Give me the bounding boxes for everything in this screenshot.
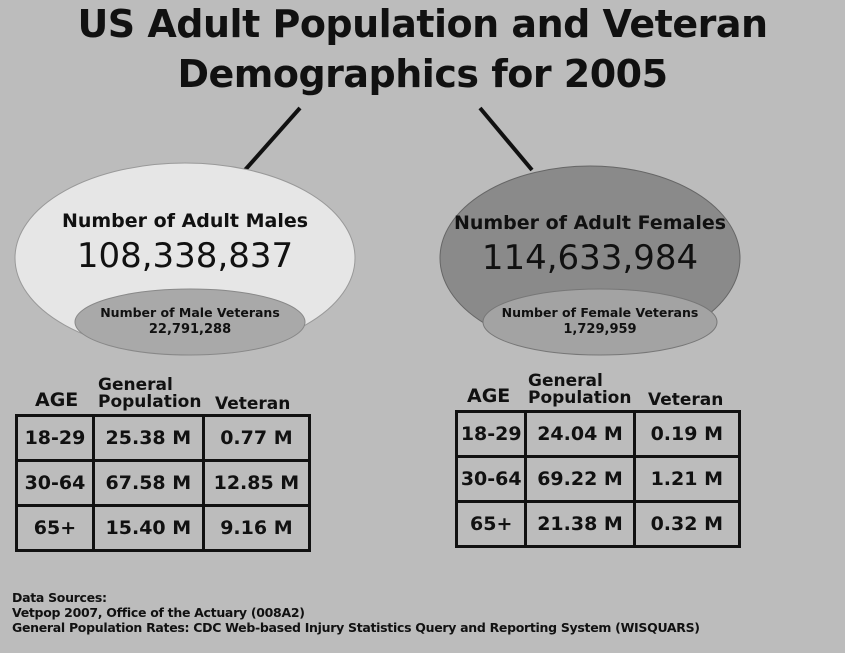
table-row: 18-29 25.38 M 0.77 M (15, 414, 312, 462)
female-veteran-ellipse (482, 288, 718, 356)
label: Number of Female Veterans (501, 305, 699, 320)
table-cell: 9.16 M (201, 504, 312, 552)
col-header: Veteran (648, 390, 724, 410)
table-cell: 12.85 M (201, 459, 312, 507)
table-row: 18-29 24.04 M 0.19 M (454, 410, 742, 458)
table-cell: 65+ (15, 504, 95, 552)
value: 114,633,984 (481, 238, 699, 278)
table-cell: 65+ (454, 500, 528, 548)
col-header: General Population (528, 371, 632, 408)
footnote: General Population Rates: CDC Web-based … (12, 620, 700, 635)
table-cell: 67.58 M (91, 459, 205, 507)
label: Number of Adult Males (61, 210, 309, 232)
connector (243, 106, 302, 172)
male-table: 18-29 25.38 M 0.77 M 30-64 67.58 M 12.85 M 65+… (15, 414, 312, 552)
value: 1,729,959 (563, 322, 637, 337)
value: 108,338,837 (76, 236, 294, 276)
col-header: AGE (35, 389, 79, 411)
col-header: AGE (467, 385, 511, 407)
table-cell: 24.04 M (524, 410, 636, 458)
footnote: Data Sources: (12, 590, 107, 605)
female-table: 18-29 24.04 M 0.19 M 30-64 69.22 M 1.21 M 65+ 2… (454, 410, 742, 548)
table-cell: 0.77 M (201, 414, 312, 462)
table-row: 30-64 69.22 M 1.21 M (454, 455, 742, 503)
title-line: US Adult Population and Veteran (77, 2, 768, 46)
table-cell: 30-64 (15, 459, 95, 507)
table-cell: 18-29 (454, 410, 528, 458)
table-cell: 21.38 M (524, 500, 636, 548)
table-row: 30-64 67.58 M 12.85 M (15, 459, 312, 507)
table-row: 65+ 15.40 M 9.16 M (15, 504, 312, 552)
table-cell: 69.22 M (524, 455, 636, 503)
table-cell: 25.38 M (91, 414, 205, 462)
table-cell: 15.40 M (91, 504, 205, 552)
table-cell: 30-64 (454, 455, 528, 503)
male-veteran-ellipse (74, 288, 306, 356)
col-header: General Population (98, 375, 202, 412)
col-header: Veteran (215, 394, 291, 414)
connector (478, 106, 534, 172)
table-cell: 0.32 M (632, 500, 742, 548)
table-row: 65+ 21.38 M 0.32 M (454, 500, 742, 548)
table-cell: 1.21 M (632, 455, 742, 503)
table-cell: 0.19 M (632, 410, 742, 458)
table-cell: 18-29 (15, 414, 95, 462)
value: 22,791,288 (148, 322, 232, 337)
title-line: Demographics for 2005 (177, 52, 668, 96)
label: Number of Male Veterans (100, 305, 280, 320)
footnote: Vetpop 2007, Office of the Actuary (008A… (12, 605, 305, 620)
label: Number of Adult Females (453, 212, 727, 234)
